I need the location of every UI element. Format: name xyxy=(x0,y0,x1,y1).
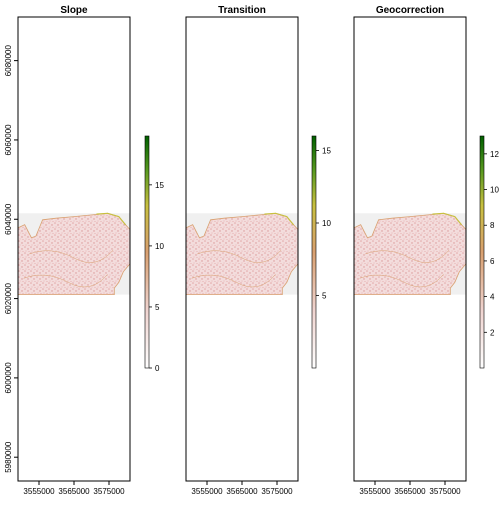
x-tick-label: 3565000 xyxy=(394,487,426,496)
legend-colorbar xyxy=(479,135,485,369)
x-tick-label: 3565000 xyxy=(58,487,90,496)
raster-contour xyxy=(191,274,276,288)
x-tick-label: 3555000 xyxy=(359,487,391,496)
raster-contour xyxy=(23,274,108,288)
y-tick-label: 6020000 xyxy=(4,282,13,314)
legend-tick-label: 12 xyxy=(490,150,499,159)
y-tick-label: 6000000 xyxy=(4,362,13,394)
y-tick-label: 6040000 xyxy=(4,203,13,235)
x-tick-label: 3575000 xyxy=(261,487,293,496)
x-tick-label: 3575000 xyxy=(93,487,125,496)
panel-title: Slope xyxy=(60,5,88,16)
legend-tick-label: 15 xyxy=(155,181,164,190)
y-tick-label: 5980000 xyxy=(4,441,13,473)
legend-tick-label: 10 xyxy=(490,186,499,195)
legend-tick-label: 2 xyxy=(490,328,495,337)
legend-tick-label: 4 xyxy=(490,293,495,302)
legend-tick-label: 0 xyxy=(155,364,160,373)
raster-coast-highlight xyxy=(432,212,462,226)
x-tick-label: 3565000 xyxy=(226,487,258,496)
y-tick-label: 6080000 xyxy=(4,45,13,77)
panel-slope: Slope 3555000 3565000 3575000 5980000 6000000… xyxy=(4,5,164,496)
legend-colorbar xyxy=(311,135,317,369)
legend-tick-label: 6 xyxy=(490,257,495,266)
legend-colorbar xyxy=(144,135,150,369)
raster-contour xyxy=(359,274,444,288)
raster-contour xyxy=(365,249,450,263)
panel-geocorrection: Geocorrection 3555000 3565000 3575000 2 4 6 8 10… xyxy=(353,5,499,496)
panel-title: Geocorrection xyxy=(376,5,444,16)
raster-coast-highlight xyxy=(96,212,126,226)
y-tick-label: 6060000 xyxy=(4,124,13,156)
legend-tick-label: 5 xyxy=(322,292,327,301)
x-tick-label: 3555000 xyxy=(23,487,55,496)
raster-contour xyxy=(197,249,282,263)
raster-coast-highlight xyxy=(264,212,294,226)
x-tick-label: 3575000 xyxy=(429,487,461,496)
legend-tick-label: 10 xyxy=(155,242,164,251)
x-tick-label: 3555000 xyxy=(191,487,223,496)
panel-title: Transition xyxy=(218,5,266,16)
legend-tick-label: 15 xyxy=(322,147,331,156)
panel-transition: Transition 3555000 3565000 3575000 5 10 15 xyxy=(185,5,331,496)
legend-tick-label: 10 xyxy=(322,219,331,228)
raster-contour xyxy=(29,249,114,263)
legend-tick-label: 5 xyxy=(155,303,160,312)
legend-tick-label: 8 xyxy=(490,221,495,230)
